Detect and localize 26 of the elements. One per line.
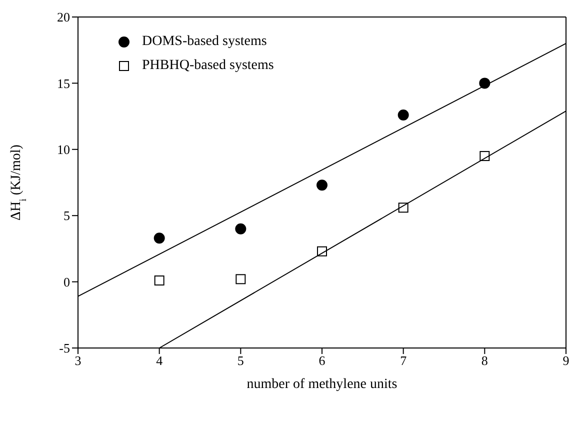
y-tick-label: 0 — [64, 274, 70, 290]
point — [316, 180, 328, 191]
point — [154, 232, 165, 244]
y-tick-label: 10 — [57, 142, 70, 158]
point — [480, 151, 490, 162]
point — [398, 109, 409, 120]
point — [398, 202, 408, 213]
y-tick-label: -5 — [59, 340, 70, 356]
x-tick-label: 8 — [481, 353, 488, 368]
x-tick-label: 4 — [156, 353, 164, 368]
legend-label: DOMS-based systems — [142, 33, 267, 51]
x-tick-label: 9 — [562, 353, 570, 368]
point — [235, 223, 246, 234]
point — [317, 246, 327, 256]
y-tick-label: 15 — [57, 76, 70, 91]
point — [479, 78, 490, 89]
point — [154, 275, 164, 286]
x-tick-label: 5 — [237, 353, 244, 368]
x-axis-title: number of methylene units — [246, 377, 398, 392]
x-tick-label: 3 — [74, 353, 82, 368]
point — [236, 274, 246, 284]
legend-label: PHBHQ-based systems — [142, 57, 274, 75]
y-tick-label: 5 — [64, 208, 70, 224]
x-tick-label: 7 — [400, 353, 408, 368]
y-tick-label: 20 — [57, 10, 70, 25]
x-tick-label: 6 — [318, 353, 326, 368]
